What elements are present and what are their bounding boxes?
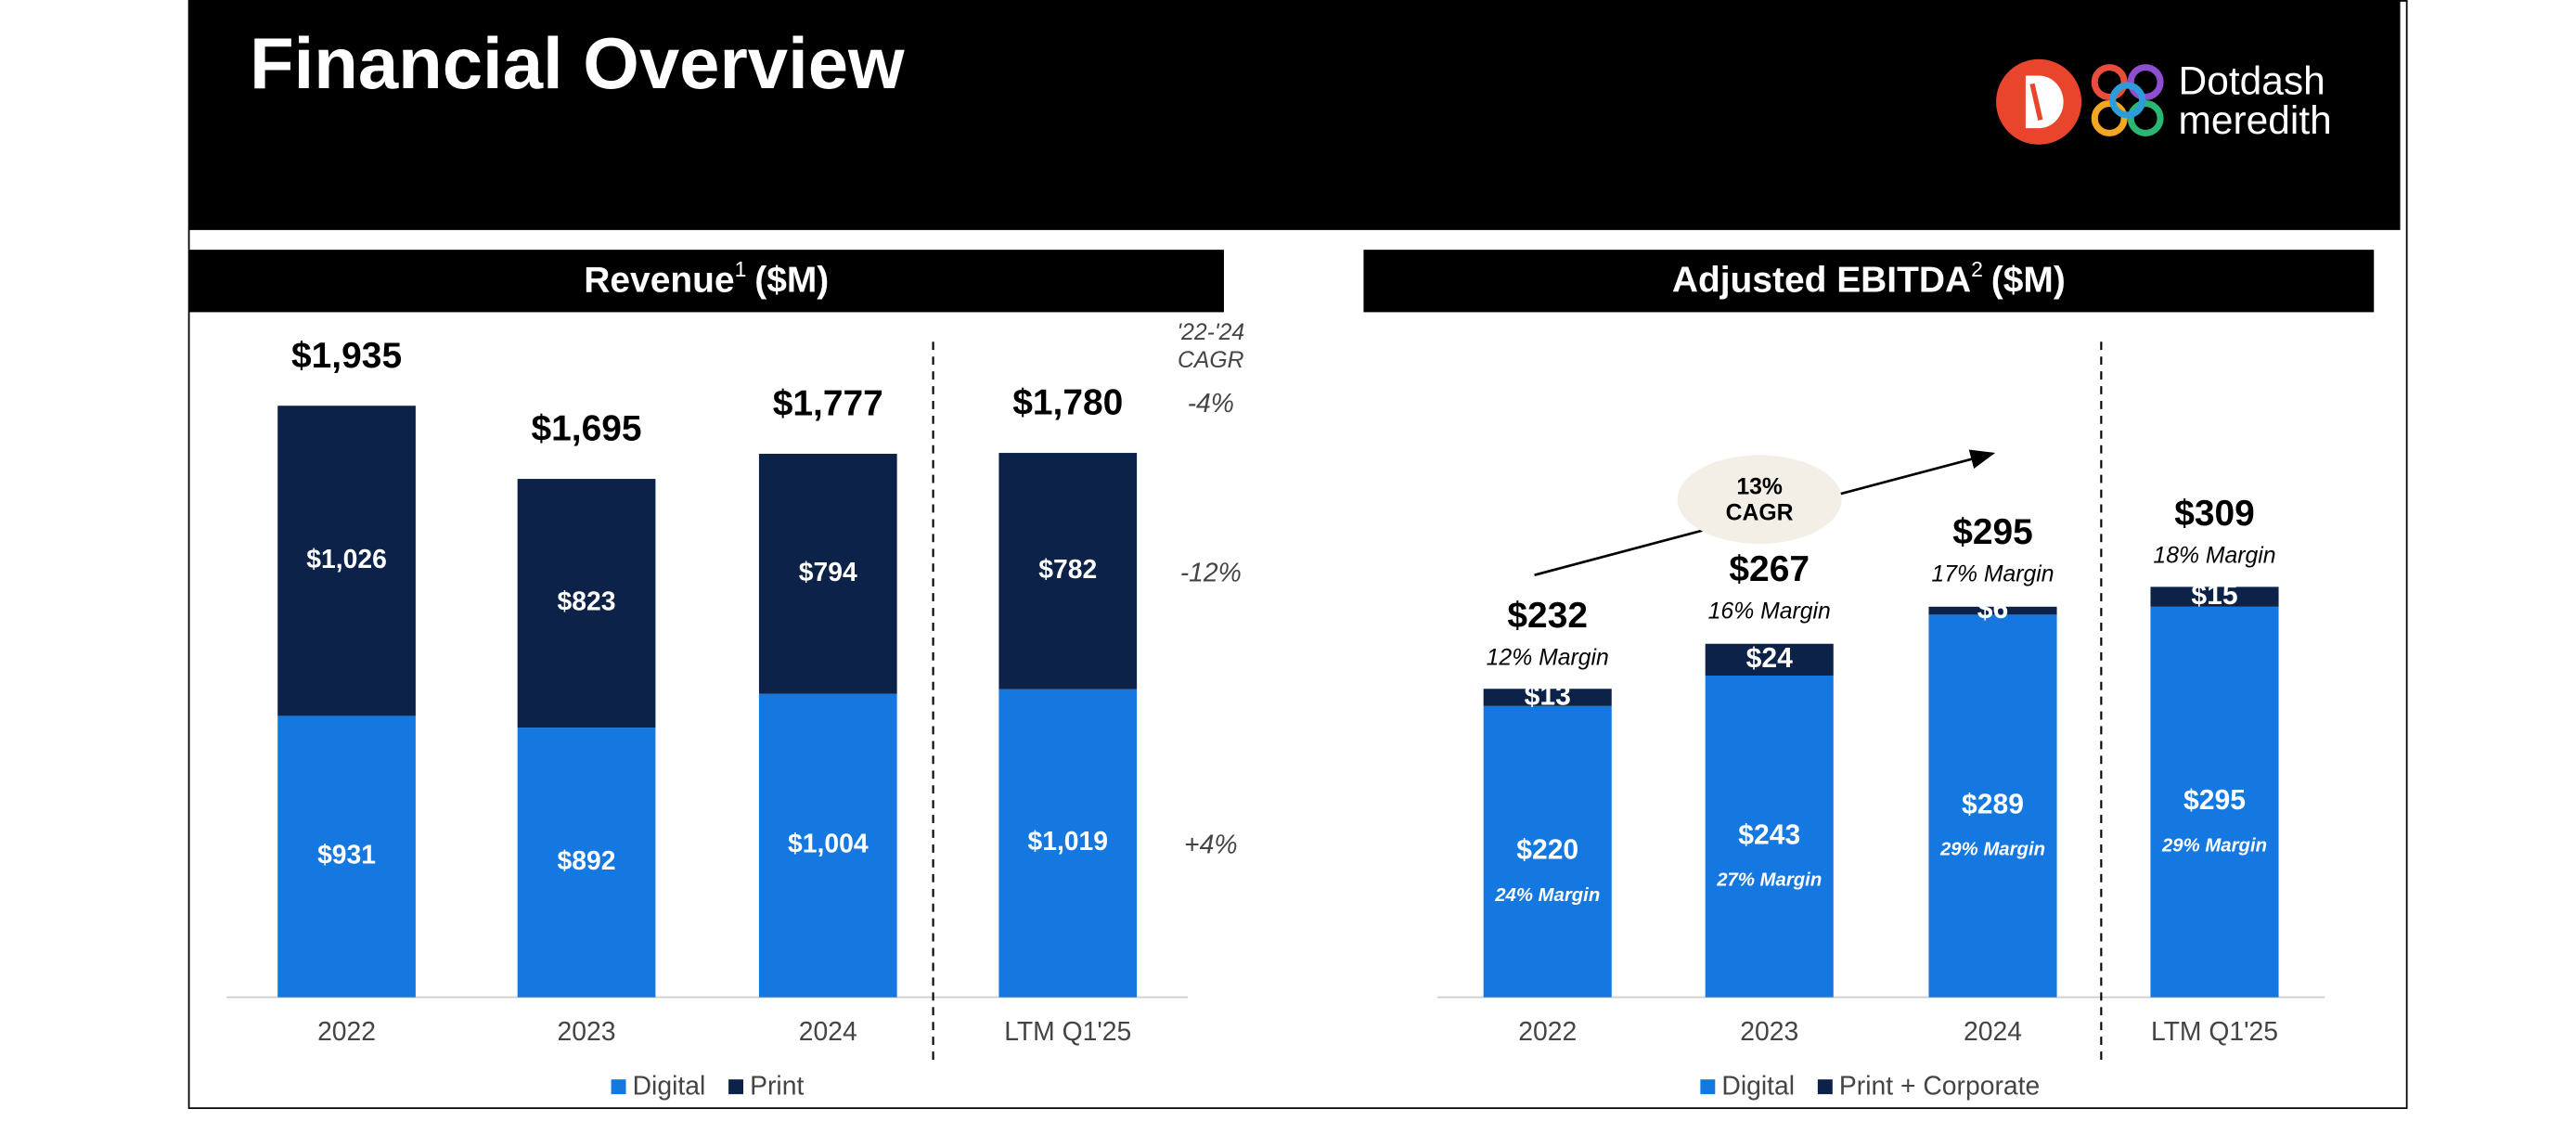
value-label: $1,026	[306, 545, 387, 574]
logo-knot	[2109, 82, 2146, 119]
legend-swatch	[1817, 1079, 1833, 1095]
bar-segment	[1483, 689, 1612, 706]
cagr-badge	[1677, 455, 1842, 545]
value-label: $782	[1038, 555, 1097, 585]
x-tick-label: 2022	[1518, 1017, 1577, 1047]
panel-header	[1363, 250, 2375, 313]
chart-title: Adjusted EBITDA2 ($M)	[1672, 257, 2066, 301]
logo: Dotdash meredith	[1996, 58, 2332, 145]
logo-knot	[2127, 100, 2164, 136]
logo-text: Dotdash	[2179, 60, 2325, 104]
value-label: $1,004	[788, 830, 869, 859]
value-label: $289	[1962, 789, 2024, 819]
total-label: $295	[1952, 512, 2033, 552]
x-tick-label: 2022	[317, 1017, 376, 1047]
x-tick-label: 2023	[558, 1017, 616, 1047]
legend-swatch	[728, 1079, 744, 1095]
bar-segment	[758, 454, 897, 694]
value-label: $794	[799, 558, 857, 587]
total-margin: 16% Margin	[1708, 599, 1831, 625]
value-label: $1,019	[1027, 827, 1108, 857]
cagr-value: -4%	[1188, 389, 1234, 419]
legend-swatch	[1700, 1079, 1716, 1095]
chart-title-unit: ($M)	[1991, 261, 2066, 301]
logo-text: meredith	[2179, 99, 2332, 143]
logo-knot	[2091, 64, 2128, 101]
value-label: $931	[317, 841, 376, 870]
value-label: $823	[558, 587, 616, 617]
cagr-header: CAGR	[1178, 348, 1244, 373]
cagr-value: +4%	[1184, 831, 1237, 860]
bar-segment	[517, 479, 656, 728]
bar-segment	[998, 453, 1138, 689]
chart-title-note: 2	[1971, 257, 1983, 281]
cagr-badge-text: CAGR	[1726, 501, 1794, 526]
value-label: $892	[558, 846, 616, 876]
logo-knot	[2091, 100, 2128, 136]
bar-segment	[1705, 643, 1834, 676]
total-margin: 12% Margin	[1487, 646, 1609, 671]
value-label: $295	[2183, 785, 2246, 816]
bar-segment	[998, 689, 1138, 998]
total-margin: 17% Margin	[1931, 562, 2054, 587]
legend-swatch	[611, 1079, 626, 1095]
value-label: $6	[1977, 594, 2008, 625]
bar-segment	[2150, 606, 2279, 998]
bar-segment	[1928, 614, 2057, 998]
total-label: $1,695	[531, 408, 641, 448]
logo-d-stroke	[2029, 83, 2043, 121]
margin-label: 24% Margin	[1494, 885, 1600, 906]
logo-knot	[2127, 64, 2164, 101]
x-tick-label: 2024	[1964, 1017, 2022, 1047]
chart-title-unit: ($M)	[754, 261, 829, 301]
value-label: $15	[2191, 580, 2237, 611]
legend-label: Print	[750, 1072, 804, 1102]
value-label: $220	[1516, 835, 1578, 866]
bar-segment	[758, 693, 897, 998]
margin-label: 29% Margin	[1939, 840, 2045, 860]
value-label: $243	[1738, 819, 1800, 850]
page-title: Financial Overview	[250, 22, 905, 104]
total-label: $267	[1729, 549, 1810, 589]
margin-label: 29% Margin	[2161, 835, 2267, 856]
bar-segment	[1705, 675, 1834, 998]
x-tick-label: LTM Q1'25	[1004, 1017, 1131, 1047]
bar-segment	[2150, 586, 2279, 607]
cagr-badge-text: 13%	[1736, 474, 1783, 499]
bar-segment	[277, 715, 416, 998]
bar-segment	[1483, 705, 1612, 998]
chart-title-text: Revenue	[584, 261, 734, 301]
x-tick-label: 2024	[799, 1017, 857, 1047]
value-label: $24	[1746, 643, 1793, 674]
panel-header	[188, 250, 1224, 313]
total-label: $1,935	[291, 336, 402, 376]
margin-label: 27% Margin	[1716, 870, 1822, 891]
total-margin: 18% Margin	[2153, 544, 2275, 569]
bar-segment	[1928, 606, 2057, 615]
x-tick-label: 2023	[1740, 1017, 1798, 1047]
total-label: $309	[2174, 494, 2255, 534]
bar-segment	[277, 406, 416, 716]
x-tick-label: LTM Q1'25	[2151, 1017, 2278, 1047]
chart-title-text: Adjusted EBITDA	[1672, 261, 1971, 301]
chart-title: Revenue1 ($M)	[584, 257, 829, 301]
chart-title-note: 1	[735, 257, 747, 281]
cagr-value: -12%	[1180, 558, 1242, 587]
value-label: $13	[1525, 680, 1571, 711]
cagr-header: '22-'24	[1177, 320, 1244, 345]
total-label: $1,780	[1012, 383, 1123, 423]
legend-label: Print + Corporate	[1839, 1072, 2040, 1102]
legend-label: Digital	[1721, 1072, 1795, 1102]
total-label: $1,777	[773, 384, 883, 424]
bar-segment	[517, 728, 656, 998]
total-label: $232	[1507, 596, 1588, 636]
legend-label: Digital	[633, 1072, 706, 1102]
